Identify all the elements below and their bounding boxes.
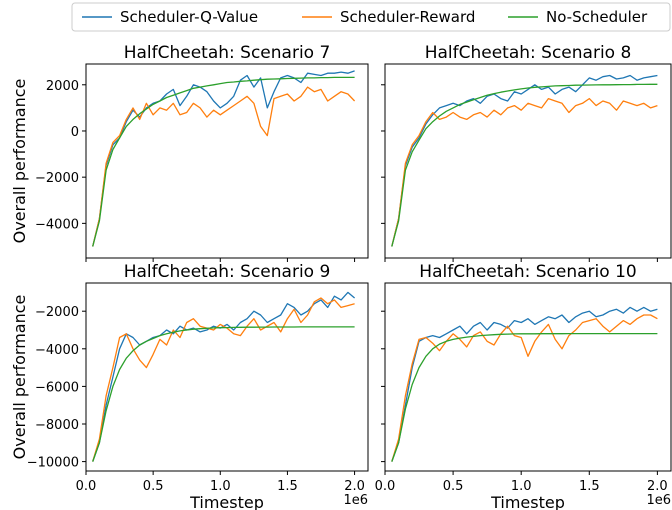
x-tick-label: 2.0 bbox=[344, 479, 365, 494]
series-line-scheduler-reward bbox=[92, 86, 356, 247]
x-tick-label: 0.0 bbox=[375, 479, 396, 494]
x-tick-label: 0.5 bbox=[443, 479, 464, 494]
subplot-4: HalfCheetah: Scenario 10 0.0 0.5 1.0 1.5 2.0 T… bbox=[375, 262, 672, 510]
axes-frame bbox=[85, 282, 369, 472]
x-axis-offset-label: 1e6 bbox=[343, 493, 368, 508]
series-line-scheduler-q-value bbox=[391, 74, 658, 247]
x-axis-label: Timestep bbox=[189, 493, 264, 510]
axes-frame bbox=[384, 63, 672, 259]
subplot-title: HalfCheetah: Scenario 7 bbox=[124, 43, 331, 63]
axes-frame bbox=[85, 63, 369, 259]
series-line-scheduler-q-value bbox=[391, 306, 658, 462]
series-line-no-scheduler bbox=[92, 326, 355, 462]
y-tick-label: −6000 bbox=[35, 380, 79, 395]
series-line-no-scheduler bbox=[92, 76, 355, 247]
x-tick-label: 2.0 bbox=[647, 479, 668, 494]
series-line-scheduler-q-value bbox=[92, 291, 356, 462]
series-line-no-scheduler bbox=[391, 83, 658, 247]
series-line-scheduler-reward bbox=[391, 314, 658, 462]
y-tick-label: −10000 bbox=[27, 456, 79, 471]
series-line-scheduler-reward bbox=[391, 97, 658, 247]
y-axis-label: Overall performance bbox=[10, 295, 29, 460]
legend: Scheduler-Q-Value Scheduler-Reward No-Sc… bbox=[71, 2, 671, 32]
legend-label-no-scheduler: No-Scheduler bbox=[546, 8, 648, 26]
y-tick-label: 2000 bbox=[46, 79, 79, 94]
subplots: HalfCheetah: Scenario 7 −4000 −2000 0 2000 Ov… bbox=[10, 43, 672, 510]
x-tick-label: 0.0 bbox=[76, 479, 97, 494]
x-tick-label: 1.5 bbox=[277, 479, 298, 494]
legend-label-q-value: Scheduler-Q-Value bbox=[120, 8, 258, 26]
y-tick-label: −8000 bbox=[35, 418, 79, 433]
subplot-title: HalfCheetah: Scenario 9 bbox=[124, 262, 331, 282]
series-group bbox=[391, 306, 658, 462]
x-tick-label: 0.5 bbox=[143, 479, 164, 494]
subplot-title: HalfCheetah: Scenario 8 bbox=[425, 43, 632, 63]
series-line-scheduler-q-value bbox=[92, 70, 355, 247]
series-line-scheduler-reward bbox=[92, 297, 355, 462]
y-tick-label: −4000 bbox=[35, 217, 79, 232]
subplot-2: HalfCheetah: Scenario 8 bbox=[381, 43, 672, 262]
subplot-title: HalfCheetah: Scenario 10 bbox=[419, 262, 636, 282]
x-tick-label: 1.0 bbox=[511, 479, 532, 494]
x-tick-label: 1.0 bbox=[210, 479, 231, 494]
y-tick-label: 0 bbox=[71, 125, 79, 140]
x-axis-offset-label: 1e6 bbox=[646, 493, 671, 508]
x-tick-label: 1.5 bbox=[579, 479, 600, 494]
subplot-3: HalfCheetah: Scenario 9 −10000 −8000 −6000 −… bbox=[10, 262, 369, 510]
series-line-no-scheduler bbox=[391, 332, 658, 462]
series-group bbox=[92, 70, 356, 247]
subplot-1: HalfCheetah: Scenario 7 −4000 −2000 0 2000 Ov… bbox=[10, 43, 369, 262]
x-axis-label: Timestep bbox=[490, 493, 565, 510]
series-group bbox=[391, 74, 658, 247]
y-tick-label: −2000 bbox=[35, 171, 79, 186]
series-group bbox=[92, 291, 356, 462]
legend-frame bbox=[71, 2, 671, 32]
y-tick-label: −4000 bbox=[35, 343, 79, 358]
y-axis-label: Overall performance bbox=[10, 79, 29, 244]
y-tick-label: −2000 bbox=[35, 305, 79, 320]
axes-frame bbox=[384, 282, 672, 472]
legend-label-reward: Scheduler-Reward bbox=[340, 8, 475, 26]
